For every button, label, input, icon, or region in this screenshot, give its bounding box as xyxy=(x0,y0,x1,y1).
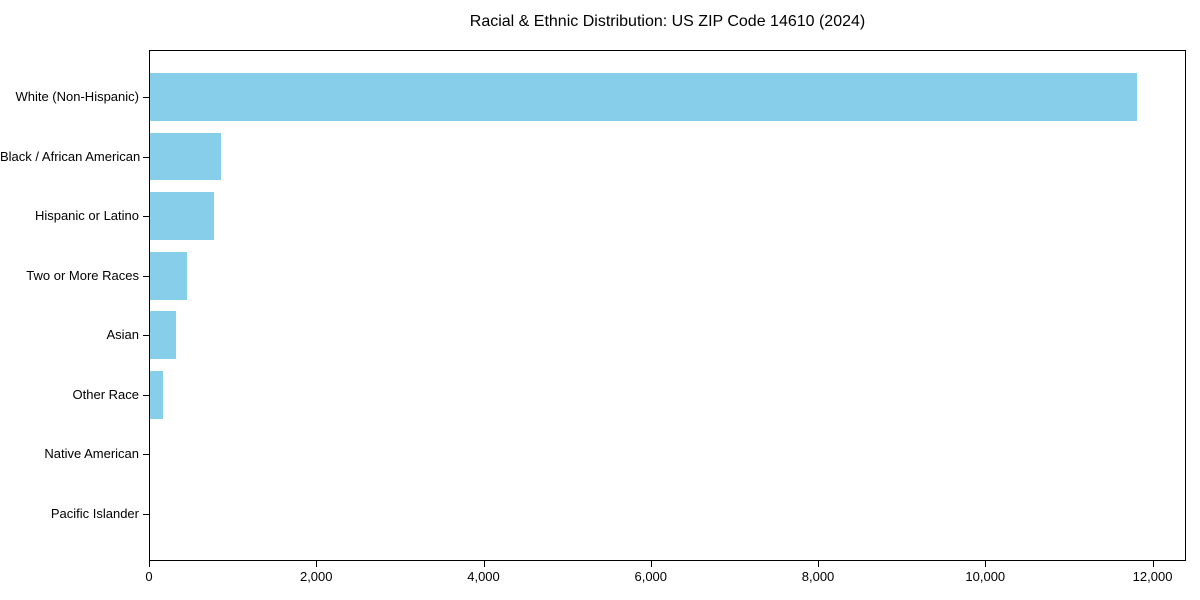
chart-title: Racial & Ethnic Distribution: US ZIP Cod… xyxy=(469,13,866,30)
x-axis-label: 8,000 xyxy=(801,569,835,584)
x-axis-label: 12,000 xyxy=(1132,569,1173,584)
y-tick-mark xyxy=(143,97,149,98)
y-axis-label: Black / African American xyxy=(0,148,141,164)
y-tick-mark xyxy=(143,156,149,158)
y-axis-label: Hispanic or Latino xyxy=(34,208,139,224)
y-axis-label: Two or More Races xyxy=(26,267,139,283)
bar-other-race xyxy=(150,371,163,419)
x-tick-mark xyxy=(316,561,318,567)
bar-asian xyxy=(150,311,176,360)
bar-white-non-hispanic xyxy=(150,73,1137,121)
y-axis-label: Native American xyxy=(44,446,139,462)
y-axis-label: Asian xyxy=(106,327,139,343)
x-axis-label: 10,000 xyxy=(965,569,1006,584)
y-axis-label: White (Non-Hispanic) xyxy=(15,89,139,104)
bar-two-or-more-races xyxy=(150,251,187,300)
y-tick-mark xyxy=(143,454,149,456)
plot-area xyxy=(149,50,1186,561)
y-tick-mark xyxy=(143,513,149,515)
x-axis-label: 6,000 xyxy=(634,569,668,584)
y-tick-mark xyxy=(143,275,149,277)
y-tick-mark xyxy=(143,216,149,218)
x-tick-mark xyxy=(149,561,150,567)
x-axis-label: 4,000 xyxy=(467,569,500,584)
x-tick-mark xyxy=(483,561,485,567)
y-tick-mark xyxy=(143,394,149,396)
x-tick-mark xyxy=(650,561,652,567)
x-axis-label: 2,000 xyxy=(299,569,333,584)
bar-hispanic-or-latino xyxy=(150,192,214,240)
y-axis-label: Other Race xyxy=(72,386,139,402)
bar-black-african-american xyxy=(150,132,222,181)
x-tick-mark xyxy=(985,561,987,567)
x-tick-mark xyxy=(818,561,820,567)
y-tick-mark xyxy=(143,335,149,337)
x-tick-mark xyxy=(1152,561,1154,567)
x-axis-label: 0 xyxy=(145,569,153,584)
y-axis-label: Pacific Islander xyxy=(50,505,139,521)
